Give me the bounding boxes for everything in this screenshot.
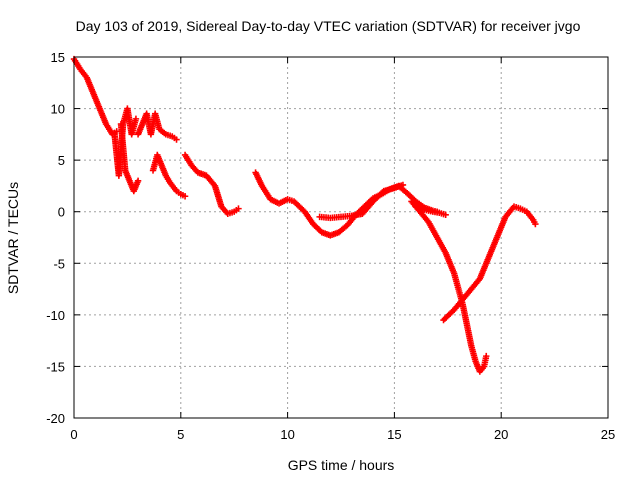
y-tick-labels: 15 10 5 0 -5 -10 -15 -20: [46, 50, 65, 426]
data-point: [134, 177, 142, 184]
data-point: [181, 193, 189, 200]
x-tick-label: 0: [70, 427, 77, 442]
y-tick-label: 10: [51, 102, 65, 117]
data-point: [532, 220, 539, 228]
series-track-6: [181, 151, 242, 217]
data-marks: [70, 55, 539, 375]
axis-ticks: [73, 56, 609, 419]
series-track-5: [149, 151, 189, 200]
y-tick-label: -5: [53, 256, 65, 271]
y-tick-label: 0: [58, 205, 65, 220]
data-point: [399, 181, 407, 189]
y-tick-label: 15: [51, 50, 65, 65]
series-track-1: [70, 55, 120, 138]
x-tick-label: 10: [280, 427, 294, 442]
y-axis-label: SDTVAR / TECUs: [5, 182, 21, 294]
y-tick-label: -20: [46, 411, 65, 426]
x-tick-label: 5: [177, 427, 184, 442]
chart-title: Day 103 of 2019, Sidereal Day-to-day VTE…: [76, 18, 581, 34]
data-point: [173, 136, 180, 143]
series-track-4: [134, 110, 180, 143]
series-track-3: [117, 120, 142, 195]
plot-frame: [73, 56, 609, 419]
series-track-11: [440, 203, 539, 324]
y-tick-label: -15: [46, 359, 65, 374]
x-tick-label: 20: [494, 427, 508, 442]
data-point: [483, 352, 490, 360]
series-track-10: [408, 198, 490, 375]
series-track-8: [316, 181, 407, 222]
x-axis-label: GPS time / hours: [288, 457, 395, 473]
y-tick-label: -10: [46, 308, 65, 323]
x-tick-label: 25: [601, 427, 615, 442]
grid: [74, 57, 608, 418]
data-point: [132, 115, 140, 123]
data-point: [442, 211, 449, 219]
data-point: [235, 205, 242, 212]
x-tick-labels: 0 5 10 15 20 25: [70, 427, 615, 442]
y-tick-label: 5: [58, 153, 65, 168]
x-tick-label: 15: [387, 427, 401, 442]
